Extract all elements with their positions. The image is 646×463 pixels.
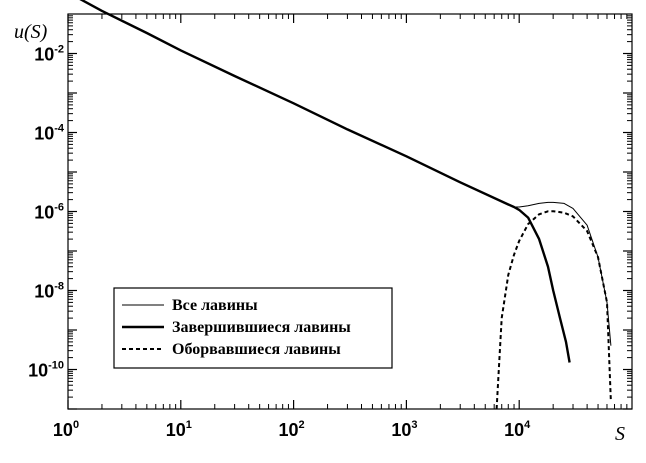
series-layer: [79, 0, 612, 410]
series-line-thick: [79, 0, 571, 363]
x-tick-label: 103: [391, 419, 417, 440]
legend-label: Оборвавшиеся лавины: [172, 341, 341, 358]
series-line-dashed: [495, 210, 612, 410]
y-tick-label: 10-8: [34, 281, 64, 302]
x-tick-label: 104: [504, 419, 531, 440]
y-tick-label: 10-10: [28, 360, 64, 381]
y-axis-title: u(S): [14, 21, 48, 43]
ticks-layer: 100 101 102 103 104 10-10 10-8 10-6 10-4 10-2: [28, 14, 632, 440]
y-tick-label: 10-2: [34, 44, 64, 65]
y-tick-label: 10-4: [34, 123, 65, 144]
legend-label: Все лавины: [172, 297, 258, 314]
x-axis-title: S: [615, 423, 625, 445]
legend: Все лавины Завершившиеся лавины Оборвавшие…: [113, 287, 393, 369]
x-tick-label: 101: [166, 419, 192, 440]
x-tick-label: 102: [279, 419, 305, 440]
y-tick-label: 10-6: [34, 202, 64, 223]
x-tick-label: 100: [53, 419, 79, 440]
legend-label: Завершившиеся лавины: [172, 319, 351, 336]
